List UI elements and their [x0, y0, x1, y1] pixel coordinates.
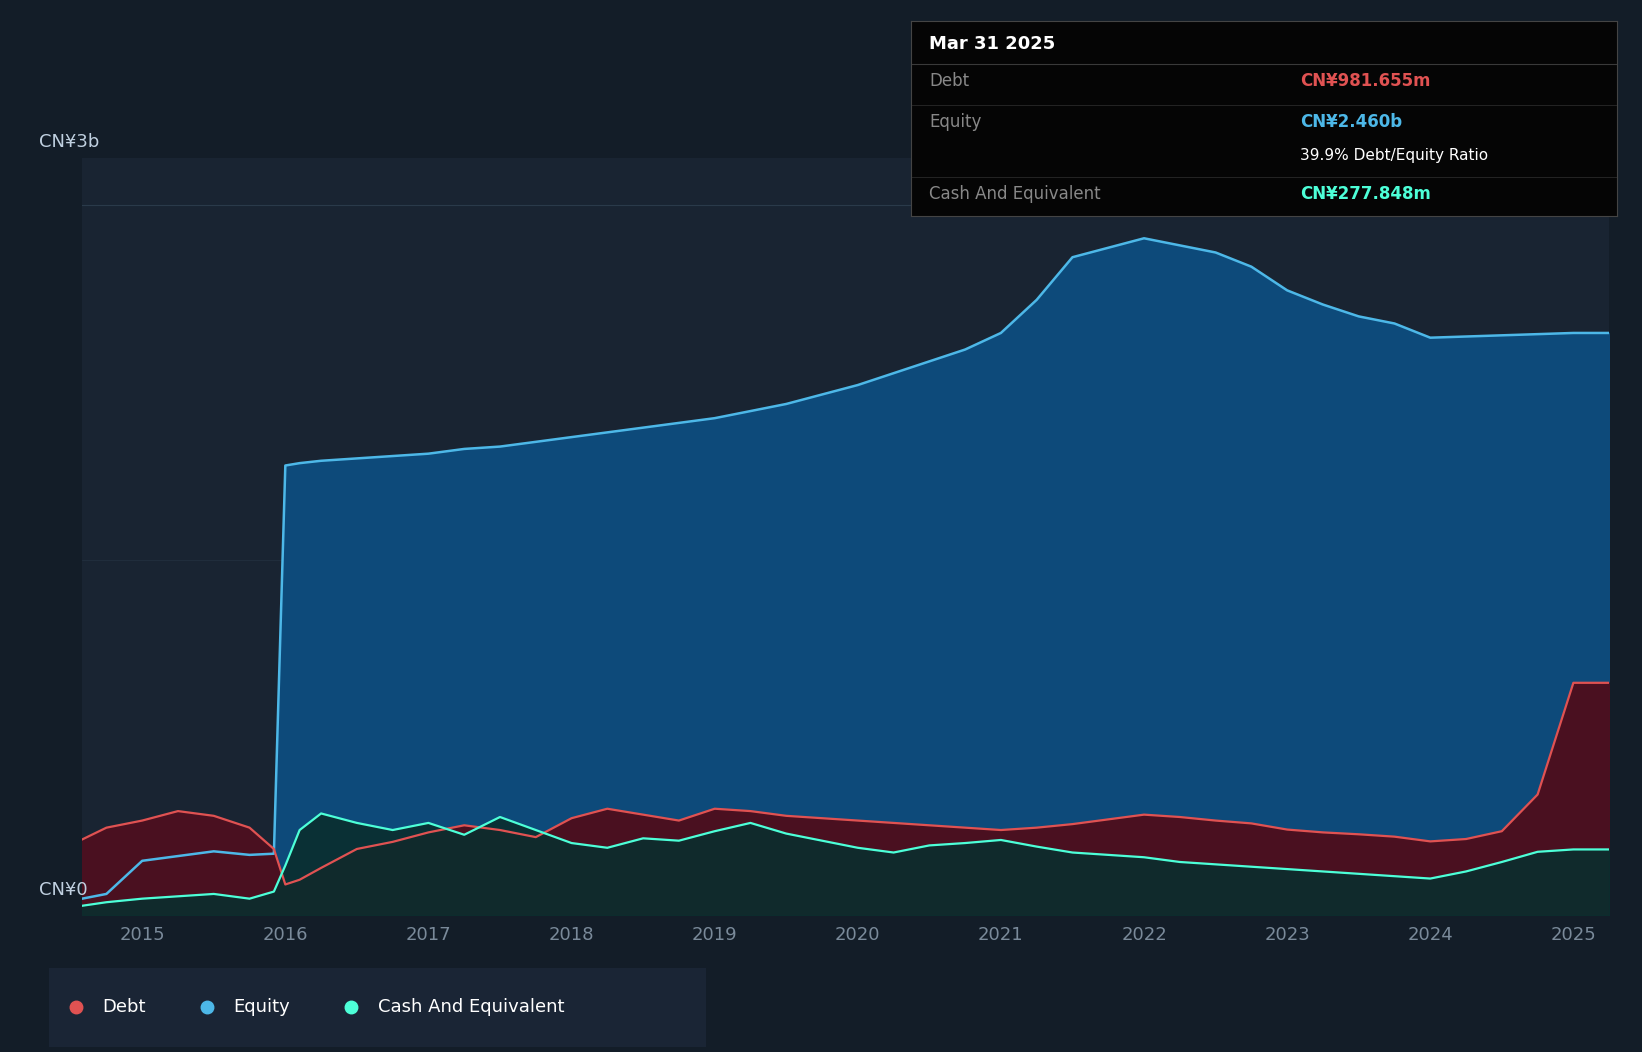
Text: CN¥0: CN¥0: [39, 882, 89, 899]
Text: CN¥3b: CN¥3b: [39, 134, 100, 151]
Text: 39.9% Debt/Equity Ratio: 39.9% Debt/Equity Ratio: [1300, 147, 1488, 163]
Text: Cash And Equivalent: Cash And Equivalent: [378, 998, 565, 1016]
Text: CN¥277.848m: CN¥277.848m: [1300, 184, 1430, 203]
Text: CN¥981.655m: CN¥981.655m: [1300, 72, 1430, 89]
Text: Mar 31 2025: Mar 31 2025: [929, 35, 1056, 53]
Text: Equity: Equity: [233, 998, 291, 1016]
Text: Equity: Equity: [929, 113, 982, 130]
Text: Debt: Debt: [102, 998, 144, 1016]
Text: Cash And Equivalent: Cash And Equivalent: [929, 184, 1100, 203]
Text: Debt: Debt: [929, 72, 969, 89]
Text: CN¥2.460b: CN¥2.460b: [1300, 113, 1402, 130]
